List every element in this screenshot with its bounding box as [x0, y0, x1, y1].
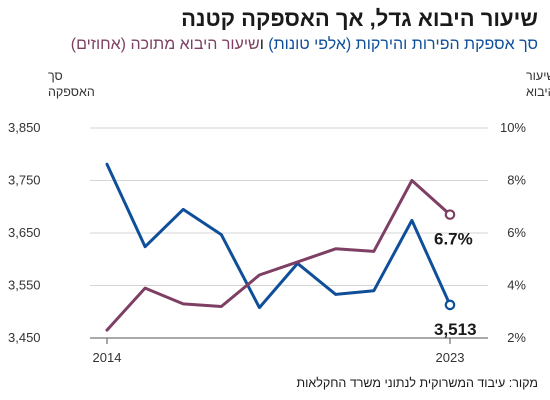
subtitle-import-part: שיעור היבוא מתוכה (אחוזים)	[70, 36, 260, 53]
right-tick-label: 2%	[507, 330, 526, 345]
x-axis: 2014 2023	[93, 338, 465, 365]
right-tick-label: 8%	[507, 173, 526, 188]
end-labels: 3,513 6.7%	[434, 230, 477, 339]
left-tick-label: 3,750	[8, 173, 41, 188]
chart-title: שיעור היבוא גדל, אך האספקה קטנה	[181, 6, 538, 31]
source-note: מקור: עיבוד המשרוקית לנתוני משרד החקלאות	[296, 376, 538, 390]
gridlines	[90, 127, 488, 339]
right-axis-title: שיעור היבוא	[526, 69, 550, 99]
import_rate-end-marker	[444, 209, 456, 220]
right-tick-label: 4%	[507, 278, 526, 293]
import_rate-end-label: 6.7%	[434, 230, 473, 249]
left-tick-label: 3,550	[8, 278, 41, 293]
right-axis-ticks: 2% 4% 6% 8% 10%	[500, 120, 526, 345]
supply-end-label: 3,513	[434, 320, 477, 339]
left-tick-label: 3,650	[8, 225, 41, 240]
left-tick-label: 3,850	[8, 120, 41, 135]
left-tick-label: 3,450	[8, 330, 41, 345]
x-tick-label: 2023	[436, 350, 465, 365]
right-axis-title-line: היבוא	[526, 85, 550, 99]
left-axis-title: סך האספקה	[48, 69, 95, 99]
x-tick-label: 2014	[93, 350, 122, 365]
supply-line	[105, 162, 452, 310]
series-lines	[105, 162, 456, 332]
left-axis-ticks: 3,450 3,550 3,650 3,750 3,850	[8, 120, 41, 345]
chart-subtitle: סך אספקת הפירות והירקות (אלפי טונות) ושי…	[71, 36, 538, 54]
supply-end-marker	[444, 299, 456, 311]
subtitle-connector: ו	[259, 36, 269, 53]
right-axis-title-line: שיעור	[526, 69, 550, 83]
right-tick-label: 6%	[507, 225, 526, 240]
left-axis-title-line: האספקה	[48, 85, 95, 99]
left-axis-title-line: סך	[48, 69, 63, 83]
subtitle-supply-part: סך אספקת הפירות והירקות (אלפי טונות)	[268, 36, 538, 53]
import_rate-line	[105, 179, 452, 332]
right-tick-label: 10%	[500, 120, 526, 135]
